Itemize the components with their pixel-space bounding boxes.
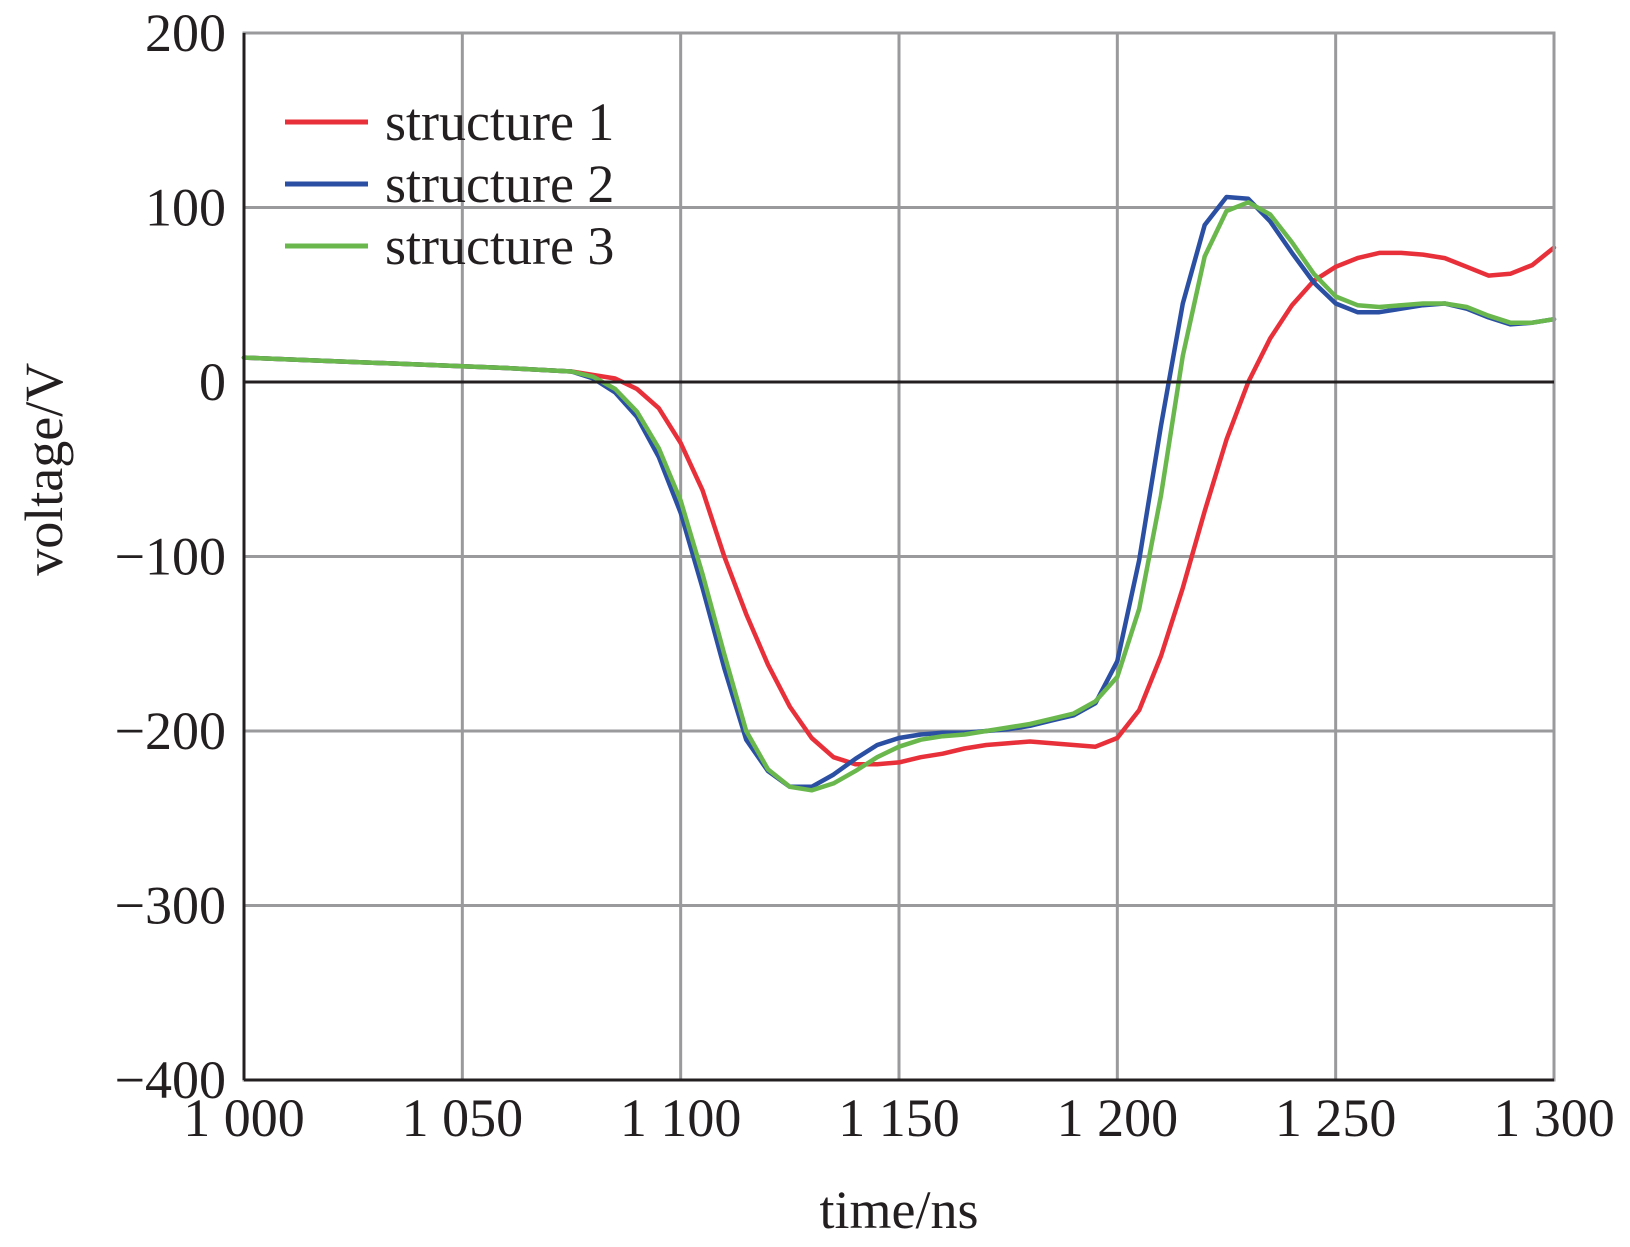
- legend-label: structure 2: [385, 154, 614, 214]
- y-tick-label: −300: [115, 876, 226, 936]
- series-line-structure-3: [241, 200, 1557, 793]
- x-tick-label: 1 300: [1493, 1088, 1615, 1148]
- x-axis-title: time/ns: [820, 1180, 979, 1240]
- x-tick-label: 1 050: [402, 1088, 524, 1148]
- y-tick-labels: 200 100 0 −100 −200 −300 −400: [115, 3, 226, 1110]
- y-tick-label: 0: [199, 352, 226, 412]
- y-tick-label: 100: [145, 178, 226, 238]
- y-tick-label: −400: [115, 1050, 226, 1110]
- legend-label: structure 3: [385, 216, 614, 276]
- legend-label: structure 1: [385, 92, 614, 152]
- series-line-structure-1: [241, 245, 1557, 767]
- x-tick-label: 1 250: [1275, 1088, 1397, 1148]
- series-group: [241, 194, 1557, 793]
- x-tick-labels: 1 000 1 050 1 100 1 150 1 200 1 250 1 300: [183, 1088, 1615, 1148]
- y-axis-title: voltage/V: [14, 363, 74, 576]
- y-tick-label: −100: [115, 527, 226, 587]
- y-tick-label: −200: [115, 701, 226, 761]
- y-tick-label: 200: [145, 3, 226, 63]
- x-tick-label: 1 150: [838, 1088, 960, 1148]
- x-tick-label: 1 000: [183, 1088, 305, 1148]
- x-tick-label: 1 200: [1057, 1088, 1179, 1148]
- x-tick-label: 1 100: [620, 1088, 742, 1148]
